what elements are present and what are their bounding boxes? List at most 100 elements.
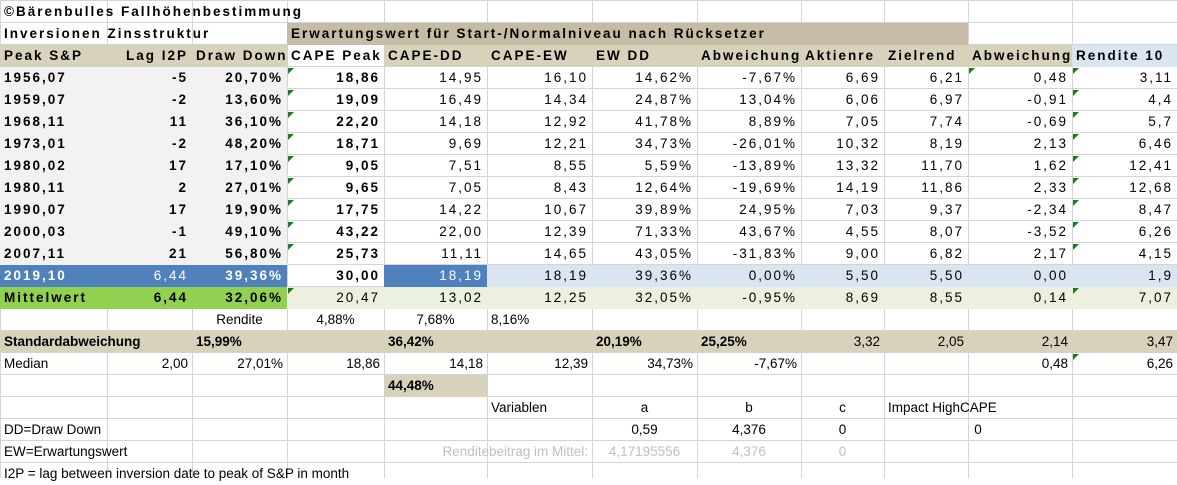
table-cell[interactable]: 2007,11 — [4, 246, 67, 261]
current-row-cell[interactable]: 30,00 — [336, 268, 380, 283]
table-cell[interactable]: 2,33 — [1033, 180, 1068, 195]
variable-name[interactable]: Impact HighCAPE — [888, 400, 997, 415]
table-cell[interactable]: 8,19 — [929, 136, 964, 151]
table-cell[interactable]: 1990,07 — [4, 202, 67, 217]
variable-name[interactable]: b — [745, 400, 753, 415]
table-cell[interactable]: 48,20% — [225, 136, 283, 151]
table-cell[interactable]: 1980,11 — [4, 180, 67, 195]
table-cell[interactable]: 6,06 — [845, 92, 880, 107]
variable-value[interactable]: 4,376 — [732, 422, 766, 437]
table-cell[interactable]: 6,82 — [929, 246, 964, 261]
median-cell[interactable]: 27,01% — [237, 356, 283, 371]
table-cell[interactable]: 8,07 — [929, 224, 964, 239]
legend-dd[interactable]: DD=Draw Down — [4, 422, 102, 437]
table-cell[interactable]: 1980,02 — [4, 158, 67, 173]
table-cell[interactable]: 14,18 — [439, 114, 483, 129]
table-cell[interactable]: 11,86 — [921, 180, 964, 195]
table-cell[interactable]: 8,55 — [553, 158, 588, 173]
table-cell[interactable]: 9,65 — [345, 180, 380, 195]
current-row-cell[interactable]: 0,00 — [1033, 268, 1068, 283]
column-header[interactable]: Abweichung — [972, 48, 1072, 63]
table-cell[interactable]: 21 — [168, 246, 188, 261]
table-cell[interactable]: 3,11 — [1139, 70, 1173, 85]
table-cell[interactable]: 6,69 — [845, 70, 880, 85]
table-cell[interactable]: 9,05 — [345, 158, 380, 173]
table-cell[interactable]: 8,47 — [1138, 202, 1173, 217]
table-cell[interactable]: 10,67 — [544, 202, 588, 217]
table-cell[interactable]: 5,7 — [1148, 114, 1173, 129]
table-cell[interactable]: 22,00 — [439, 224, 483, 239]
table-cell[interactable]: 4,15 — [1138, 246, 1173, 261]
mean-cell[interactable]: 32,05% — [635, 290, 693, 305]
table-cell[interactable]: 17 — [168, 158, 188, 173]
variable-value[interactable]: 0 — [838, 422, 847, 437]
table-cell[interactable]: 6,97 — [929, 92, 964, 107]
table-cell[interactable]: 41,78% — [635, 114, 693, 129]
current-row-cell[interactable]: 18,19 — [439, 268, 483, 283]
std-cell[interactable]: 3,47 — [1146, 334, 1173, 349]
table-cell[interactable]: 12,21 — [544, 136, 588, 151]
section-right-title[interactable]: Erwartungswert für Start-/Normalniveau n… — [291, 26, 766, 41]
table-cell[interactable]: -0,91 — [1027, 92, 1068, 107]
table-cell[interactable]: 16,49 — [439, 92, 483, 107]
table-cell[interactable]: 7,05 — [448, 180, 483, 195]
table-cell[interactable]: 43,05% — [635, 246, 693, 261]
table-cell[interactable]: 14,19 — [836, 180, 880, 195]
mean-cell[interactable]: -0,95% — [742, 290, 797, 305]
variable-name[interactable]: c — [839, 400, 846, 415]
table-cell[interactable]: 13,60% — [225, 92, 283, 107]
table-cell[interactable]: 4,4 — [1148, 92, 1173, 107]
table-cell[interactable]: 1968,11 — [4, 114, 67, 129]
section-left-title[interactable]: Inversionen Zinsstruktur — [4, 26, 211, 41]
current-row-cell[interactable]: 6,44 — [153, 268, 188, 283]
table-cell[interactable]: -31,83% — [732, 246, 797, 261]
median-cell[interactable]: 34,73% — [647, 356, 693, 371]
column-header[interactable]: Draw Down — [196, 48, 287, 63]
std-cell[interactable]: 36,42% — [388, 334, 434, 349]
table-cell[interactable]: -2 — [171, 136, 188, 151]
table-cell[interactable]: 12,92 — [544, 114, 588, 129]
renditebeitrag-label[interactable]: Renditebeitrag im Mittel: — [442, 444, 588, 459]
table-cell[interactable]: 14,65 — [544, 246, 588, 261]
rendite-cell[interactable]: 4,88% — [316, 312, 355, 327]
column-header[interactable]: Abweichung — [701, 48, 801, 63]
variable-name[interactable]: a — [640, 400, 649, 415]
table-cell[interactable]: 1973,01 — [4, 136, 67, 151]
mean-cell[interactable]: 7,07 — [1138, 290, 1173, 305]
column-header[interactable]: CAPE Peak — [291, 48, 382, 63]
table-cell[interactable]: 9,69 — [448, 136, 483, 151]
extra-pct-cell[interactable]: 44,48% — [388, 378, 434, 393]
std-cell[interactable]: 3,32 — [853, 334, 880, 349]
rendite-cell[interactable]: 8,16% — [491, 312, 530, 327]
table-cell[interactable]: 34,73% — [635, 136, 693, 151]
table-cell[interactable]: -2 — [171, 92, 188, 107]
median-cell[interactable]: 14,18 — [449, 356, 483, 371]
median-cell[interactable]: 0,48 — [1041, 356, 1068, 371]
table-cell[interactable]: 22,20 — [336, 114, 380, 129]
table-cell[interactable]: 7,05 — [845, 114, 880, 129]
table-cell[interactable]: 36,10% — [225, 114, 283, 129]
current-row-cell[interactable]: 1,9 — [1148, 268, 1173, 283]
rendite-label[interactable]: Rendite — [216, 312, 263, 327]
variable-value[interactable]: 0 — [974, 422, 982, 437]
table-cell[interactable]: 19,90% — [225, 202, 283, 217]
column-header[interactable]: Rendite 10 — [1076, 48, 1165, 63]
table-cell[interactable]: -1 — [171, 224, 188, 239]
median-cell[interactable]: 12,39 — [554, 356, 588, 371]
mean-cell[interactable]: 6,44 — [153, 290, 188, 305]
table-cell[interactable]: 12,41 — [1129, 158, 1173, 173]
table-cell[interactable]: 17,75 — [336, 202, 380, 217]
table-cell[interactable]: 27,01% — [225, 180, 283, 195]
table-cell[interactable]: 43,67% — [739, 224, 797, 239]
table-cell[interactable]: 10,32 — [836, 136, 880, 151]
median-cell[interactable]: 6,26 — [1146, 356, 1173, 371]
current-row-cell[interactable]: 5,50 — [845, 268, 880, 283]
table-cell[interactable]: 56,80% — [225, 246, 283, 261]
variables-label[interactable]: Variablen — [491, 400, 548, 415]
table-cell[interactable]: -26,01% — [732, 136, 797, 151]
table-cell[interactable]: 11,11 — [441, 246, 483, 261]
table-cell[interactable]: 6,26 — [1138, 224, 1173, 239]
legend-i2p[interactable]: I2P = lag between inversion date to peak… — [4, 466, 350, 481]
mean-cell[interactable]: 12,25 — [544, 290, 588, 305]
table-cell[interactable]: -0,69 — [1027, 114, 1068, 129]
